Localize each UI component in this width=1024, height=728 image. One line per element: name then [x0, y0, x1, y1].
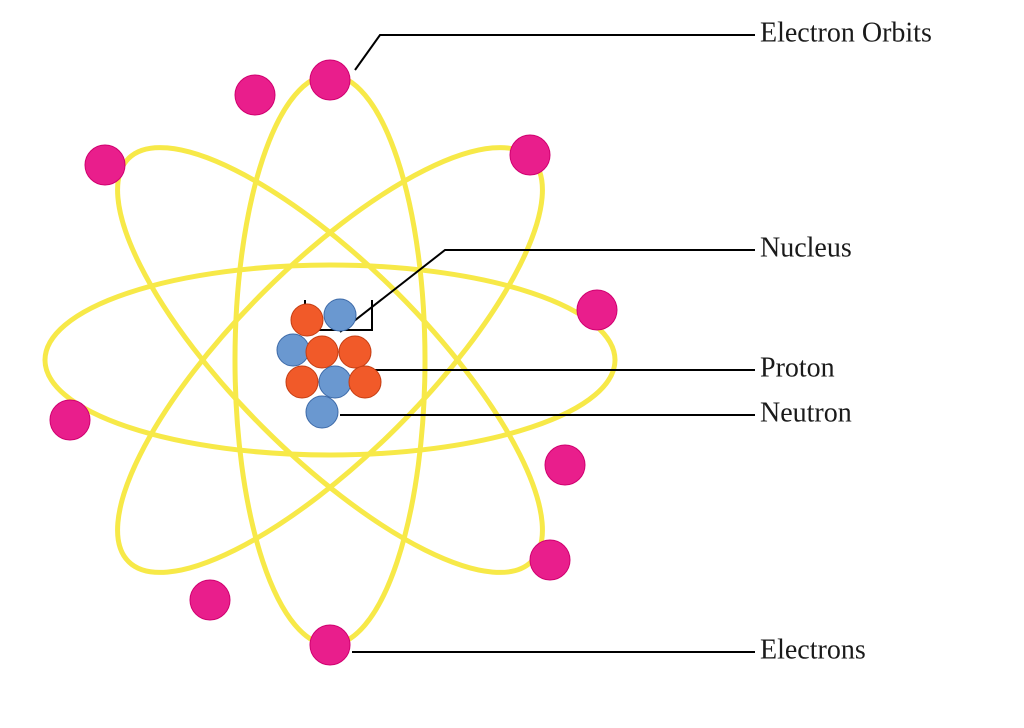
proton-particle-3: [306, 336, 338, 368]
neutron-particle-1: [324, 299, 356, 331]
proton-particle-0: [291, 304, 323, 336]
labels-group: Electron Orbits Nucleus Proton Neutron Elect…: [760, 17, 932, 665]
electron-2: [510, 135, 550, 175]
label-nucleus: Nucleus: [760, 232, 852, 263]
label-electrons: Electrons: [760, 634, 866, 665]
neutron-particle-2: [277, 334, 309, 366]
electron-3: [530, 540, 570, 580]
leader-line-electron_orbits: [355, 35, 755, 70]
atom-diagram: Electron Orbits Nucleus Proton Neutron Elect…: [0, 0, 1024, 728]
electron-7: [50, 400, 90, 440]
electron-4: [85, 145, 125, 185]
label-neutron: Neutron: [760, 397, 852, 428]
neutron-particle-6: [319, 366, 351, 398]
label-electron_orbits: Electron Orbits: [760, 17, 932, 48]
label-proton: Proton: [760, 352, 835, 383]
electron-5: [310, 60, 350, 100]
electron-1: [190, 580, 230, 620]
nucleus-group: [277, 299, 381, 428]
proton-particle-7: [349, 366, 381, 398]
proton-particle-4: [339, 336, 371, 368]
electron-0: [310, 625, 350, 665]
electron-8: [545, 445, 585, 485]
electron-9: [235, 75, 275, 115]
leader-line-nucleus: [340, 250, 755, 332]
electron-6: [577, 290, 617, 330]
neutron-particle-8: [306, 396, 338, 428]
proton-particle-5: [286, 366, 318, 398]
